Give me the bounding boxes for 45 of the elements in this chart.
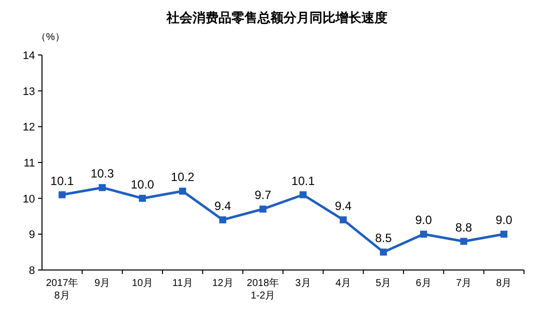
x-tick-label: 9月: [94, 278, 110, 289]
x-tick-label: 8月: [496, 278, 512, 289]
data-label: 9.7: [254, 188, 272, 202]
x-tick-label: 6月: [416, 278, 432, 289]
data-label: 9.4: [214, 198, 232, 213]
data-label: 8.5: [375, 231, 392, 246]
x-tick-label: 12月: [212, 278, 234, 289]
y-tick-label: 12: [22, 122, 35, 134]
point: [460, 238, 468, 245]
chart-title: 社会消费品零售总额分月同比增长速度: [166, 10, 388, 25]
data-label: 9.0: [496, 213, 513, 228]
point: [259, 206, 266, 213]
y-tick-label: 11: [24, 158, 35, 170]
data-label: 10.1: [50, 174, 74, 188]
data-label: 10.2: [170, 170, 195, 184]
y-tick-label: 13: [22, 86, 35, 98]
y-tick-label: 8: [28, 265, 35, 277]
x-tick-label: 2017年 8月: [46, 277, 78, 302]
data-label: 10.3: [90, 166, 114, 181]
y-tick-label: 9: [28, 229, 35, 242]
point: [98, 184, 106, 192]
point: [340, 216, 347, 224]
point: [380, 248, 387, 256]
y-tick-label: 14: [22, 50, 35, 62]
point: [58, 191, 66, 198]
x-tick-label: 4月: [335, 278, 352, 289]
point: [420, 230, 428, 238]
data-label: 9.0: [415, 213, 432, 228]
x-tick-label: 3月: [295, 278, 311, 289]
point: [300, 191, 307, 198]
x-tick-label: 11月: [172, 278, 193, 289]
x-tick-label: 5月: [376, 278, 392, 289]
point: [138, 194, 146, 202]
data-label: 10.0: [130, 177, 154, 192]
y-tick-label: 10: [22, 193, 35, 206]
point: [219, 216, 226, 224]
data-label: 8.8: [455, 220, 472, 234]
data-label: 9.4: [334, 198, 352, 213]
x-tick-label: 7月: [456, 278, 472, 289]
data-label: 10.1: [291, 174, 316, 188]
x-tick-label: 2018年 1-2月: [246, 277, 280, 302]
point: [500, 230, 508, 238]
point: [179, 188, 186, 195]
y-axis-title: （%）: [36, 32, 65, 43]
x-tick-label: 10月: [132, 278, 153, 289]
